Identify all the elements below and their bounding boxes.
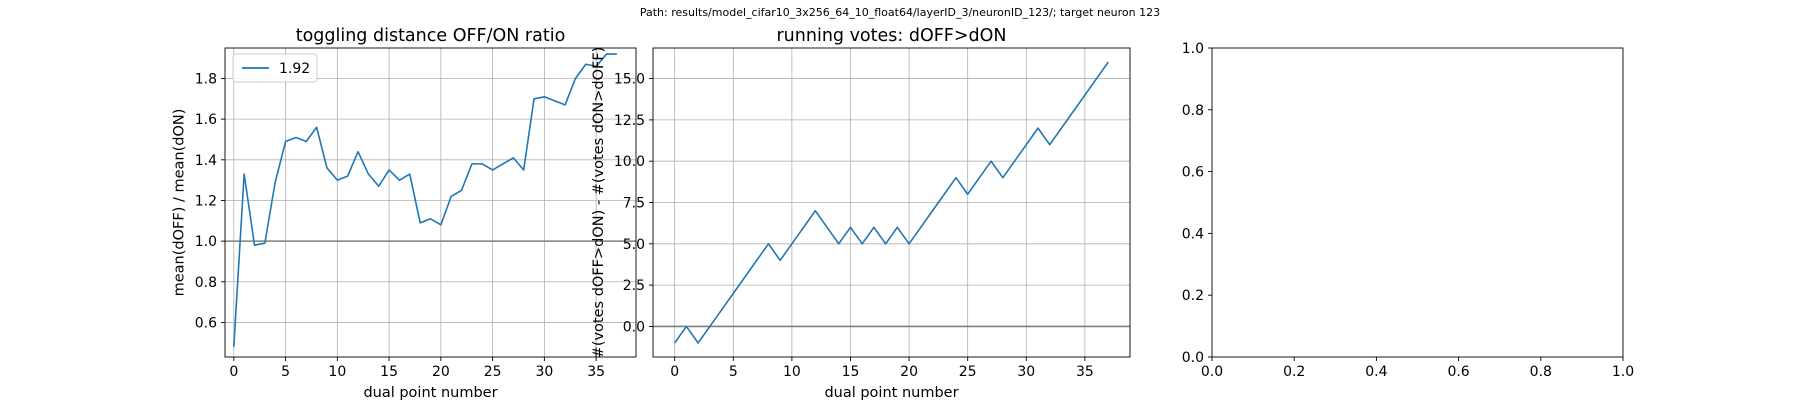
chart-0-y-tick-label-5: 1.6 (195, 112, 217, 128)
chart-1-title: running votes: dOFF>dON (776, 26, 1006, 46)
chart-2-x-tick-label-4: 0.8 (1530, 364, 1552, 380)
chart-0-series-line-0 (233, 53, 617, 347)
chart-1-y-tick-label-0: 0.0 (623, 319, 645, 335)
chart-0-title: toggling distance OFF/ON ratio (296, 26, 566, 46)
chart-1-x-tick-label-7: 35 (1076, 364, 1094, 380)
chart-0-x-tick-label-3: 15 (380, 364, 398, 380)
chart-0-x-tick-label-6: 30 (535, 364, 553, 380)
chart-1-x-tick-label-0: 0 (670, 364, 679, 380)
chart-1-series-line-0 (674, 61, 1109, 344)
chart-1-y-axis-label: #(votes dOFF>dON) - #(votes dON>dOFF) (591, 47, 607, 359)
chart-0-y-tick-label-1: 0.8 (195, 275, 217, 291)
chart-0-y-tick-label-2: 1.0 (195, 234, 217, 250)
chart-0-legend-label: 1.92 (279, 61, 310, 77)
chart-2-y-tick-label-1: 0.2 (1182, 288, 1204, 304)
chart-1-x-tick-label-5: 25 (959, 364, 977, 380)
chart-0-x-tick-label-2: 10 (328, 364, 346, 380)
chart-0-x-tick-label-1: 5 (281, 364, 290, 380)
chart-1-x-tick-label-1: 5 (729, 364, 738, 380)
chart-2-frame (1211, 47, 1624, 358)
chart-0-frame (224, 47, 637, 358)
chart-1-x-axis-label: dual point number (824, 385, 958, 400)
chart-0-x-axis-label: dual point number (363, 385, 497, 400)
chart-0-x-tick-label-4: 20 (432, 364, 450, 380)
chart-2-x-tick-label-5: 1.0 (1612, 364, 1634, 380)
chart-2-x-tick-label-0: 0.0 (1201, 364, 1223, 380)
chart-0-y-tick-label-0: 0.6 (195, 315, 217, 331)
chart-1-y-tick-label-6: 15.0 (614, 72, 645, 88)
figure-suptitle: Path: results/model_cifar10_3x256_64_10_… (639, 6, 1161, 19)
chart-1-x-tick-label-4: 20 (900, 364, 918, 380)
chart-2-x-tick-label-1: 0.2 (1283, 364, 1305, 380)
chart-0-x-tick-label-0: 0 (229, 364, 238, 380)
chart-0-x-tick-label-5: 25 (484, 364, 502, 380)
chart-0-x-tick-label-7: 35 (587, 364, 605, 380)
chart-0-y-tick-label-4: 1.4 (195, 153, 217, 169)
chart-1-x-tick-label-6: 30 (1017, 364, 1035, 380)
chart-1-y-tick-label-5: 12.5 (614, 113, 645, 129)
chart-2-y-tick-label-3: 0.6 (1182, 165, 1204, 181)
chart-2-y-tick-label-5: 1.0 (1182, 41, 1204, 57)
chart-1-y-tick-label-3: 7.5 (623, 196, 645, 212)
chart-0-legend-box (232, 53, 318, 83)
chart-1-y-tick-label-2: 5.0 (623, 237, 645, 253)
chart-0-y-tick-label-3: 1.2 (195, 193, 217, 209)
chart-1-y-tick-label-4: 10.0 (614, 154, 645, 170)
chart-1-x-tick-label-3: 15 (842, 364, 860, 380)
chart-0-y-axis-label: mean(dOFF) / mean(dON) (172, 109, 188, 297)
chart-2-x-tick-label-2: 0.4 (1365, 364, 1387, 380)
chart-2-y-tick-label-0: 0.0 (1182, 350, 1204, 366)
chart-2-y-tick-label-4: 0.8 (1182, 103, 1204, 119)
chart-2-x-tick-label-3: 0.6 (1447, 364, 1469, 380)
chart-2-y-tick-label-2: 0.4 (1182, 226, 1204, 242)
chart-1-y-tick-label-1: 2.5 (623, 278, 645, 294)
chart-0-y-tick-label-6: 1.8 (195, 71, 217, 87)
chart-1-x-tick-label-2: 10 (783, 364, 801, 380)
